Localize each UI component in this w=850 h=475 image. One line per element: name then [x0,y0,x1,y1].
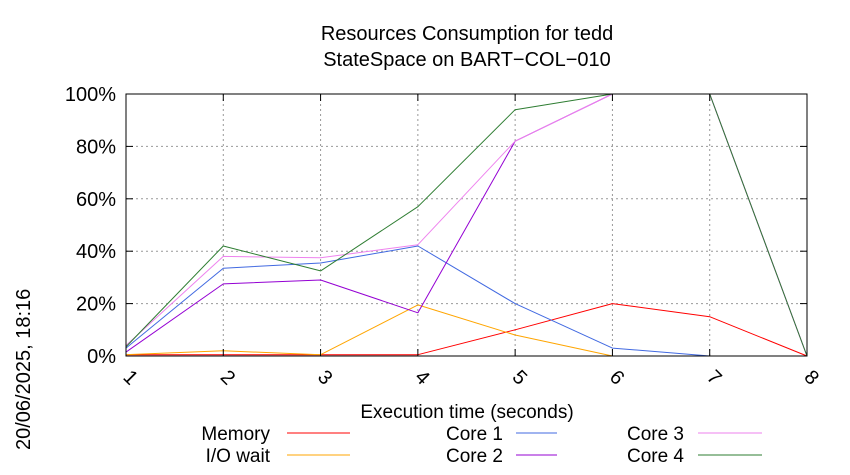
series-line-i-o-wait [125,304,613,357]
legend-label: Core 4 [627,446,684,467]
y-tick-label: 20% [76,294,116,316]
y-tick-label: 100% [65,84,116,106]
series-line-core-4 [125,93,808,357]
chart-title-line-1: Resources Consumption for tedd [321,23,613,45]
x-axis-ticks: 1 2 3 4 5 6 7 8 [119,94,823,389]
series-line-core-3 [125,93,808,357]
legend-label: Core 2 [446,446,503,467]
legend-label: Core 3 [627,424,684,445]
y-tick-label: 40% [76,241,116,263]
series-line-core-2 [125,93,808,357]
chart-title-line-2: StateSpace on BART−COL−010 [323,49,611,71]
x-axis-label: Execution time (seconds) [360,402,573,423]
x-tick-label: 6 [605,366,628,389]
y-tick-label: 60% [76,189,116,211]
y-tick-label: 0% [87,346,116,368]
x-tick-label: 5 [508,366,531,389]
x-tick-label: 8 [800,366,823,389]
legend-label: Memory [201,424,270,445]
y-tick-label: 80% [76,136,116,158]
series-line-core-1 [125,245,710,357]
legend-label: Core 1 [446,424,503,445]
y-axis-ticks: 0% 20% 40% 60% 80% 100% [65,84,807,368]
x-tick-label: 4 [410,366,433,389]
series-line-memory [126,303,808,357]
series-lines [125,93,808,357]
x-tick-label: 7 [702,366,725,389]
timestamp-label: 20/06/2025, 18:16 [13,289,35,450]
x-tick-label: 1 [119,366,142,389]
grid [126,94,807,356]
plot-border [125,93,808,357]
x-tick-label: 3 [313,366,336,389]
x-tick-label: 2 [216,366,239,389]
legend-label: I/O wait [206,446,271,467]
